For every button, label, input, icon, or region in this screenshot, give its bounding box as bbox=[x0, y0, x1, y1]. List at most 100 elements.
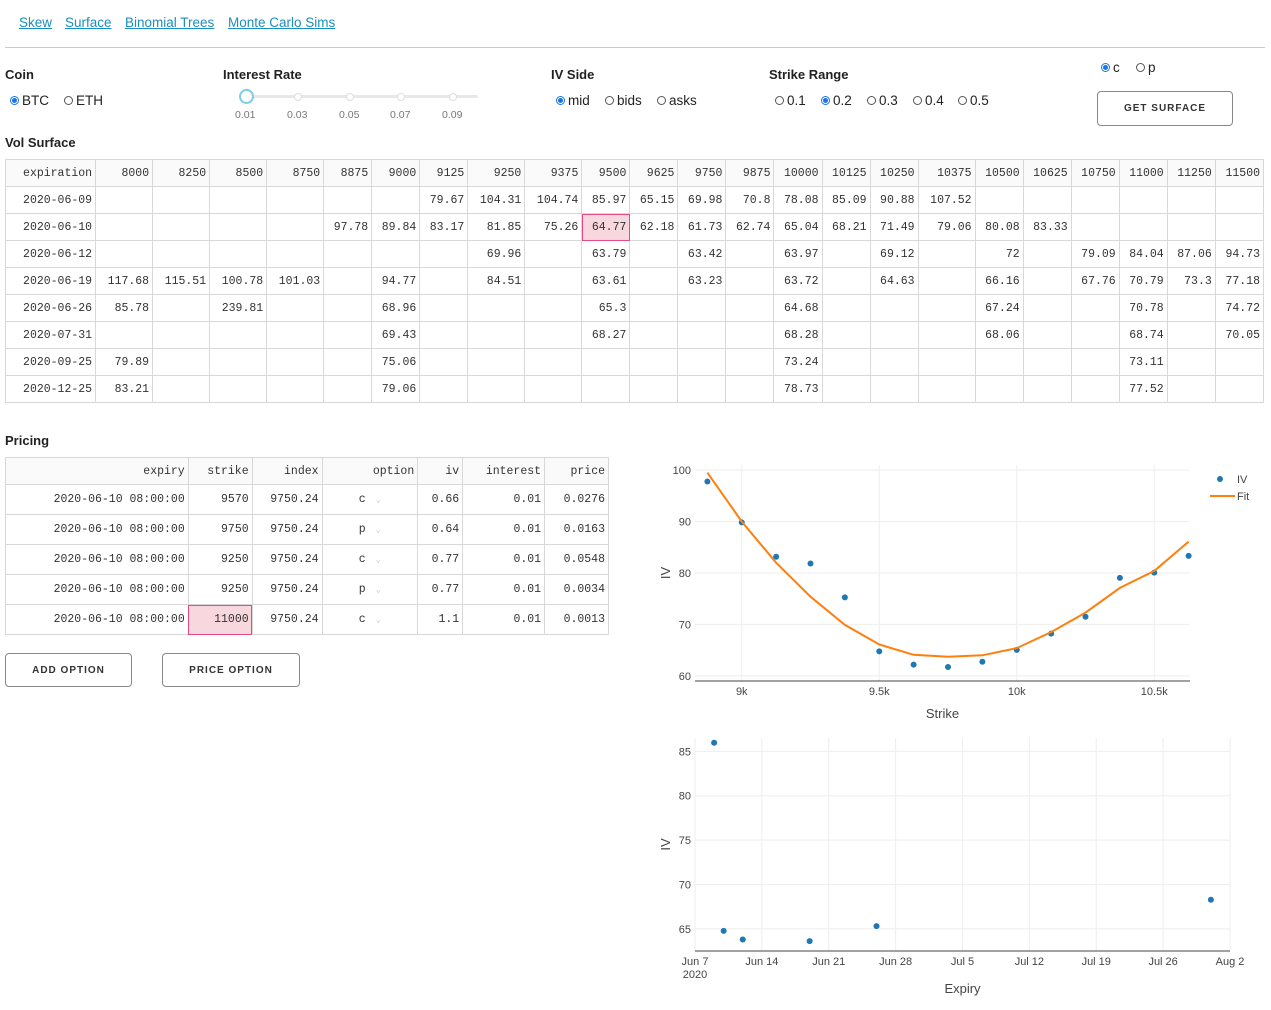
iv-cell[interactable]: 62.74 bbox=[725, 213, 775, 241]
iv-cell[interactable] bbox=[152, 348, 211, 376]
iv-cell[interactable] bbox=[152, 321, 211, 349]
iv-cell[interactable] bbox=[1166, 294, 1216, 322]
iv-cell[interactable]: 63.42 bbox=[677, 240, 727, 268]
iv-cell[interactable] bbox=[1214, 186, 1265, 214]
iv-cell[interactable] bbox=[821, 321, 871, 349]
iv-cell[interactable] bbox=[1166, 321, 1216, 349]
iv-cell[interactable] bbox=[266, 375, 325, 403]
iv-cell[interactable] bbox=[1214, 348, 1265, 376]
price-cell[interactable]: 0.0013 bbox=[544, 604, 609, 635]
iv-cell[interactable]: 1.1 bbox=[417, 604, 464, 635]
iv-cell[interactable] bbox=[1070, 348, 1120, 376]
iv-cell[interactable]: 65.04 bbox=[773, 213, 823, 241]
iv-cell[interactable] bbox=[95, 186, 154, 214]
iv-cell[interactable] bbox=[821, 267, 871, 295]
iv-cell[interactable] bbox=[629, 240, 679, 268]
iv-cell[interactable]: 66.16 bbox=[974, 267, 1024, 295]
expiration-cell[interactable]: 2020-06-26 bbox=[4, 294, 97, 322]
expiration-cell[interactable]: 2020-06-09 bbox=[4, 186, 97, 214]
iv-cell[interactable]: 94.77 bbox=[371, 267, 421, 295]
iv-cell[interactable]: 78.73 bbox=[773, 375, 823, 403]
iv-cell[interactable]: 79.67 bbox=[419, 186, 469, 214]
iv-cell[interactable] bbox=[917, 321, 976, 349]
index-cell[interactable]: 9750.24 bbox=[251, 574, 323, 605]
iv-side-radio-asks[interactable]: asks bbox=[657, 93, 697, 108]
iv-cell[interactable] bbox=[629, 267, 679, 295]
iv-cell[interactable] bbox=[725, 348, 775, 376]
iv-cell[interactable] bbox=[1022, 186, 1072, 214]
iv-cell[interactable]: 64.77 bbox=[581, 213, 631, 241]
iv-cell[interactable] bbox=[524, 375, 583, 403]
iv-cell[interactable] bbox=[725, 321, 775, 349]
iv-cell[interactable]: 239.81 bbox=[209, 294, 268, 322]
iv-cell[interactable] bbox=[209, 186, 268, 214]
iv-cell[interactable] bbox=[869, 321, 919, 349]
iv-cell[interactable] bbox=[1022, 267, 1072, 295]
iv-cell[interactable]: 85.78 bbox=[95, 294, 154, 322]
iv-cell[interactable] bbox=[677, 294, 727, 322]
iv-cell[interactable] bbox=[917, 294, 976, 322]
iv-cell[interactable] bbox=[1166, 186, 1216, 214]
iv-cell[interactable]: 68.96 bbox=[371, 294, 421, 322]
iv-cell[interactable] bbox=[95, 213, 154, 241]
radio-icon[interactable] bbox=[867, 96, 876, 105]
iv-cell[interactable] bbox=[1166, 213, 1216, 241]
iv-cell[interactable] bbox=[152, 240, 211, 268]
nav-link-monte-carlo-sims[interactable]: Monte Carlo Sims bbox=[228, 15, 336, 30]
strike-range-radio-0-3[interactable]: 0.3 bbox=[867, 93, 898, 108]
radio-selected-icon[interactable] bbox=[10, 96, 19, 105]
iv-cell[interactable] bbox=[209, 240, 268, 268]
radio-icon[interactable] bbox=[958, 96, 967, 105]
coin-radio-eth[interactable]: ETH bbox=[64, 93, 103, 108]
iv-cell[interactable]: 68.21 bbox=[821, 213, 871, 241]
radio-icon[interactable] bbox=[64, 96, 73, 105]
iv-cell[interactable]: 64.63 bbox=[869, 267, 919, 295]
iv-cell[interactable]: 63.97 bbox=[773, 240, 823, 268]
iv-cell[interactable] bbox=[524, 240, 583, 268]
iv-cell[interactable] bbox=[524, 267, 583, 295]
option-type-radio-p[interactable]: p bbox=[1136, 60, 1156, 75]
iv-cell[interactable] bbox=[581, 375, 631, 403]
option-type-dropdown[interactable]: c ⌄ bbox=[321, 544, 419, 575]
option-type-dropdown[interactable]: p ⌄ bbox=[321, 514, 419, 545]
index-cell[interactable]: 9750.24 bbox=[251, 604, 323, 635]
iv-cell[interactable]: 70.8 bbox=[725, 186, 775, 214]
iv-cell[interactable]: 72 bbox=[974, 240, 1024, 268]
iv-cell[interactable]: 97.78 bbox=[323, 213, 373, 241]
strike-cell[interactable]: 9750 bbox=[187, 514, 253, 545]
iv-cell[interactable] bbox=[1022, 348, 1072, 376]
iv-cell[interactable] bbox=[467, 348, 526, 376]
iv-cell[interactable]: 77.52 bbox=[1118, 375, 1168, 403]
iv-cell[interactable]: 0.77 bbox=[417, 574, 464, 605]
expiration-cell[interactable]: 2020-06-12 bbox=[4, 240, 97, 268]
iv-cell[interactable] bbox=[1022, 294, 1072, 322]
iv-cell[interactable] bbox=[209, 348, 268, 376]
iv-cell[interactable]: 69.43 bbox=[371, 321, 421, 349]
iv-cell[interactable] bbox=[419, 348, 469, 376]
iv-cell[interactable]: 73.3 bbox=[1166, 267, 1216, 295]
iv-cell[interactable] bbox=[821, 348, 871, 376]
iv-cell[interactable]: 75.26 bbox=[524, 213, 583, 241]
iv-cell[interactable] bbox=[152, 294, 211, 322]
iv-cell[interactable]: 68.28 bbox=[773, 321, 823, 349]
iv-cell[interactable]: 100.78 bbox=[209, 267, 268, 295]
iv-cell[interactable] bbox=[725, 267, 775, 295]
iv-cell[interactable]: 81.85 bbox=[467, 213, 526, 241]
iv-cell[interactable] bbox=[917, 375, 976, 403]
iv-cell[interactable]: 101.03 bbox=[266, 267, 325, 295]
iv-cell[interactable] bbox=[266, 213, 325, 241]
iv-cell[interactable] bbox=[677, 375, 727, 403]
iv-cell[interactable] bbox=[725, 240, 775, 268]
iv-cell[interactable]: 79.09 bbox=[1070, 240, 1120, 268]
radio-selected-icon[interactable] bbox=[556, 96, 565, 105]
iv-cell[interactable] bbox=[323, 267, 373, 295]
strike-range-radio-0-5[interactable]: 0.5 bbox=[958, 93, 989, 108]
iv-cell[interactable] bbox=[974, 375, 1024, 403]
iv-cell[interactable] bbox=[266, 294, 325, 322]
iv-cell[interactable] bbox=[323, 321, 373, 349]
expiration-cell[interactable]: 2020-12-25 bbox=[4, 375, 97, 403]
iv-cell[interactable] bbox=[209, 213, 268, 241]
iv-cell[interactable] bbox=[1070, 213, 1120, 241]
price-option-button[interactable]: PRICE OPTION bbox=[162, 653, 300, 687]
iv-cell[interactable]: 69.12 bbox=[869, 240, 919, 268]
